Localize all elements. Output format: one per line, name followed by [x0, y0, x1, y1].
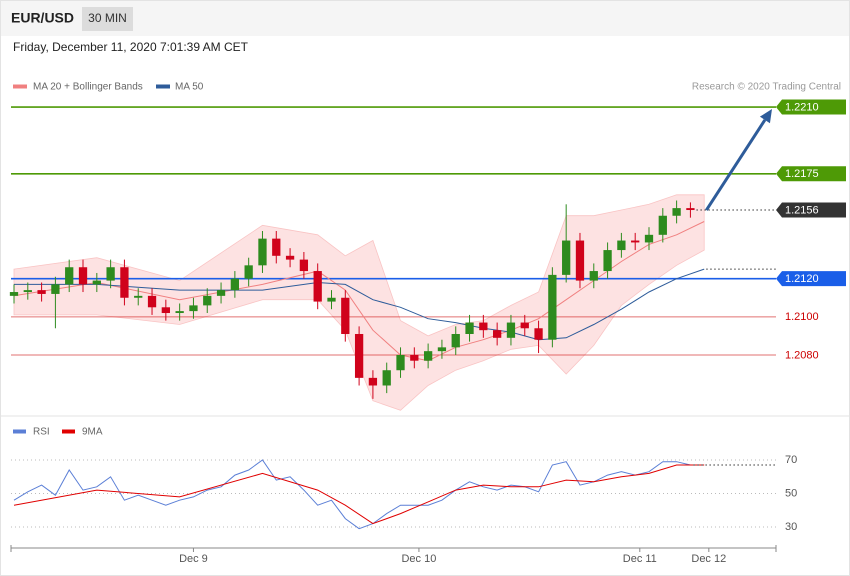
candle-body: [147, 295, 157, 308]
candle-body: [203, 295, 212, 306]
legend-swatch: [13, 429, 26, 434]
candle-body: [382, 370, 391, 386]
candle-body: [617, 240, 626, 251]
candle-body: [534, 328, 543, 340]
timeframe-badge: [82, 7, 133, 31]
candle-body: [189, 305, 198, 312]
candle-body: [37, 290, 46, 294]
candle-body: [244, 265, 253, 279]
candle-body: [672, 208, 681, 216]
level-tag: [776, 271, 846, 287]
candle-body: [258, 238, 267, 266]
candle-body: [272, 238, 281, 256]
candle-body: [230, 278, 240, 291]
level-tag: [776, 166, 846, 182]
candle-body: [134, 295, 143, 298]
candle-body: [354, 333, 364, 378]
x-tick-label: Dec 9: [179, 553, 208, 565]
header-bar: [1, 1, 849, 36]
candle-body: [423, 351, 433, 361]
candle-body: [396, 354, 405, 371]
ma50-line: [14, 268, 705, 341]
credit: Research © 2020 Trading Central: [692, 82, 841, 93]
candle-body: [51, 284, 60, 294]
y-tick-label: 70: [785, 454, 797, 466]
candle-body: [631, 240, 640, 243]
candle-body: [548, 274, 557, 340]
level-label: 1.2120: [785, 273, 819, 285]
candle-body: [686, 208, 695, 211]
legend-label: 9MA: [82, 427, 103, 438]
forecast-arrow: [705, 119, 767, 211]
candle-body: [465, 322, 474, 334]
candle-body: [106, 267, 115, 281]
legend-label: MA 50: [175, 82, 204, 93]
candle-body: [451, 333, 460, 348]
x-tick-label: Dec 12: [691, 553, 726, 565]
y-tick-label: 50: [785, 487, 797, 499]
candle-body: [506, 322, 516, 338]
legend-label: RSI: [33, 427, 50, 438]
candle-body: [120, 267, 129, 298]
legend-swatch: [62, 429, 75, 434]
legend-swatch: [13, 84, 27, 89]
level-label: 1.2210: [785, 101, 819, 113]
bollinger-band: [13, 194, 705, 411]
legend-swatch: [156, 84, 170, 89]
level-label: 1.2156: [785, 204, 819, 216]
candle-body: [410, 354, 419, 361]
candle-body: [575, 240, 585, 281]
candle-body: [161, 307, 170, 314]
legend-label: MA 20 + Bollinger Bands: [33, 82, 143, 93]
candle-body: [437, 347, 447, 352]
level-tag: [776, 99, 846, 115]
level-label: 1.2080: [785, 349, 819, 361]
candle-body: [285, 255, 295, 260]
candle-body: [175, 311, 184, 314]
candle-body: [479, 322, 488, 331]
datetime: Friday, December 11, 2020 7:01:39 AM CET: [13, 40, 249, 54]
candle-body: [368, 377, 378, 386]
level-label: 1.2175: [785, 168, 819, 180]
symbol: EUR/USD: [11, 10, 74, 26]
level-tag: [776, 202, 846, 218]
timeframe: 30 MIN: [88, 11, 127, 25]
candle-body: [216, 290, 226, 296]
candle-body: [23, 290, 32, 293]
candle-body: [313, 271, 322, 302]
candle-body: [65, 267, 74, 285]
candle-body: [299, 259, 309, 272]
candle-body: [327, 297, 336, 302]
x-tick-label: Dec 11: [623, 553, 657, 565]
candle-body: [341, 297, 350, 334]
candle-body: [562, 240, 571, 275]
candle-body: [493, 330, 502, 338]
rsi-line: [13, 464, 705, 525]
candle-body: [589, 271, 598, 281]
forecast-arrowhead: [759, 109, 772, 124]
candle-body: [658, 215, 667, 235]
y-tick-label: 30: [785, 521, 797, 533]
candle-body: [78, 267, 88, 285]
candle-body: [9, 292, 19, 296]
candle-body: [520, 322, 529, 329]
candle-body: [644, 234, 654, 243]
candle-body: [603, 250, 612, 272]
candle-body: [92, 280, 101, 285]
level-label: 1.2100: [785, 311, 819, 323]
x-tick-label: Dec 10: [401, 553, 436, 565]
